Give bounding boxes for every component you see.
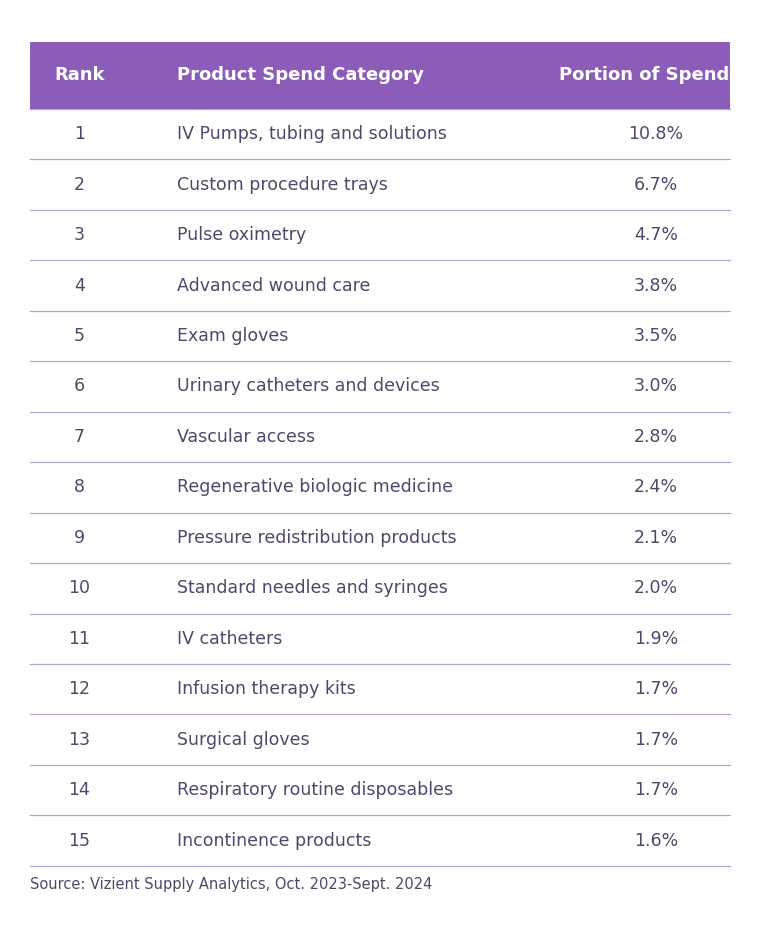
Text: IV catheters: IV catheters [177, 629, 283, 648]
Text: 8: 8 [74, 479, 85, 496]
Text: 6: 6 [74, 377, 85, 396]
Text: 7: 7 [74, 428, 85, 446]
Text: 2.1%: 2.1% [634, 529, 678, 546]
Text: Custom procedure trays: Custom procedure trays [177, 176, 388, 194]
Text: Infusion therapy kits: Infusion therapy kits [177, 681, 356, 698]
Text: 3.5%: 3.5% [634, 327, 678, 345]
Text: 10: 10 [68, 579, 90, 598]
Text: Urinary catheters and devices: Urinary catheters and devices [177, 377, 440, 396]
Text: 1.9%: 1.9% [634, 629, 679, 648]
Text: Vascular access: Vascular access [177, 428, 315, 446]
Text: 6.7%: 6.7% [634, 176, 679, 194]
Text: Product Spend Category: Product Spend Category [177, 66, 424, 85]
Text: 2: 2 [74, 176, 85, 194]
Text: 10.8%: 10.8% [629, 125, 684, 143]
Text: IV Pumps, tubing and solutions: IV Pumps, tubing and solutions [177, 125, 447, 143]
FancyBboxPatch shape [30, 42, 730, 109]
Text: Respiratory routine disposables: Respiratory routine disposables [177, 781, 454, 799]
Text: Source: Vizient Supply Analytics, Oct. 2023-Sept. 2024: Source: Vizient Supply Analytics, Oct. 2… [30, 877, 432, 892]
Text: 5: 5 [74, 327, 85, 345]
Text: 4.7%: 4.7% [634, 226, 678, 244]
Text: Regenerative biologic medicine: Regenerative biologic medicine [177, 479, 453, 496]
Text: Incontinence products: Incontinence products [177, 831, 372, 850]
Text: 15: 15 [68, 831, 90, 850]
Text: 12: 12 [68, 681, 90, 698]
Text: Pulse oximetry: Pulse oximetry [177, 226, 306, 244]
Text: 2.4%: 2.4% [634, 479, 678, 496]
Text: Surgical gloves: Surgical gloves [177, 731, 310, 749]
Text: Pressure redistribution products: Pressure redistribution products [177, 529, 457, 546]
Text: Rank: Rank [54, 66, 105, 85]
Text: Portion of Spend %: Portion of Spend % [559, 66, 753, 85]
Text: 9: 9 [74, 529, 85, 546]
Text: Standard needles and syringes: Standard needles and syringes [177, 579, 448, 598]
Text: 2.8%: 2.8% [634, 428, 678, 446]
Text: Advanced wound care: Advanced wound care [177, 277, 371, 294]
Text: 3.0%: 3.0% [634, 377, 678, 396]
Text: 1.7%: 1.7% [634, 781, 678, 799]
Text: 14: 14 [68, 781, 90, 799]
Text: 1.7%: 1.7% [634, 681, 678, 698]
Text: Exam gloves: Exam gloves [177, 327, 289, 345]
Text: 1: 1 [74, 125, 85, 143]
Text: 3: 3 [74, 226, 85, 244]
Text: 1.7%: 1.7% [634, 731, 678, 749]
Text: 1.6%: 1.6% [634, 831, 679, 850]
Text: 3.8%: 3.8% [634, 277, 678, 294]
Text: 11: 11 [68, 629, 90, 648]
Text: 4: 4 [74, 277, 85, 294]
Text: 13: 13 [68, 731, 90, 749]
Text: 2.0%: 2.0% [634, 579, 678, 598]
